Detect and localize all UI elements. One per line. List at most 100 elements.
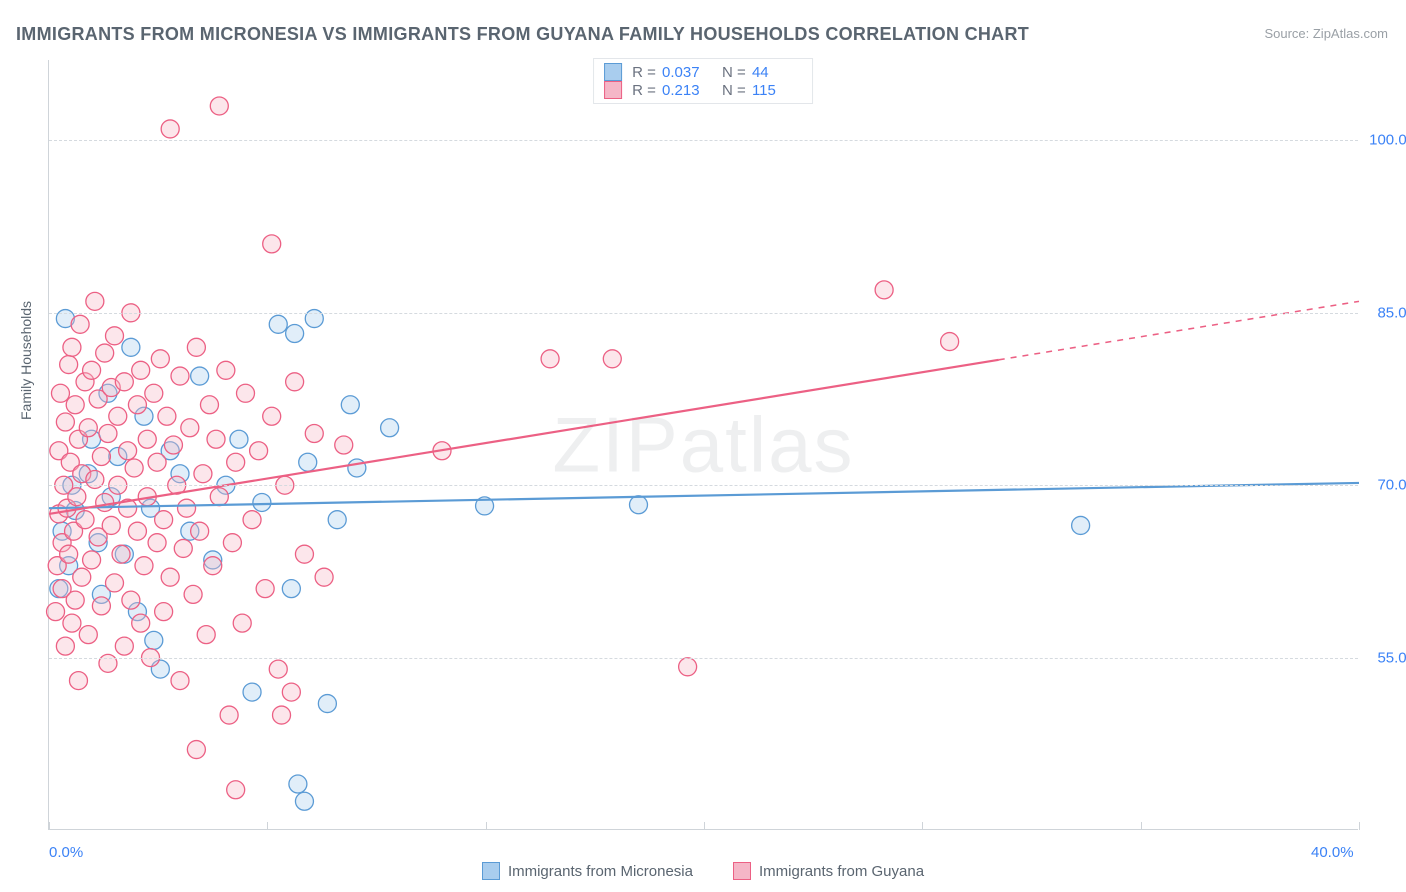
scatter-point xyxy=(630,496,648,514)
scatter-point xyxy=(269,315,287,333)
scatter-point xyxy=(96,344,114,362)
chart-title: IMMIGRANTS FROM MICRONESIA VS IMMIGRANTS… xyxy=(16,24,1029,45)
scatter-point xyxy=(161,120,179,138)
gridline xyxy=(49,313,1358,314)
scatter-point xyxy=(47,603,65,621)
scatter-point xyxy=(174,539,192,557)
scatter-point xyxy=(1072,516,1090,534)
scatter-point xyxy=(138,430,156,448)
gridline xyxy=(49,140,1358,141)
scatter-point xyxy=(263,407,281,425)
legend-swatch-icon xyxy=(482,862,500,880)
scatter-point xyxy=(263,235,281,253)
scatter-point xyxy=(96,493,114,511)
scatter-point xyxy=(223,534,241,552)
scatter-point xyxy=(122,591,140,609)
scatter-point xyxy=(200,396,218,414)
scatter-point xyxy=(66,396,84,414)
scatter-point xyxy=(269,660,287,678)
scatter-point xyxy=(295,792,313,810)
scatter-point xyxy=(69,672,87,690)
scatter-point xyxy=(148,453,166,471)
scatter-point xyxy=(210,97,228,115)
scatter-point xyxy=(191,367,209,385)
scatter-point xyxy=(243,683,261,701)
scatter-point xyxy=(191,522,209,540)
scatter-point xyxy=(187,741,205,759)
scatter-point xyxy=(227,781,245,799)
scatter-point xyxy=(250,442,268,460)
y-tick-label: 85.0% xyxy=(1377,304,1406,321)
scatter-point xyxy=(335,436,353,454)
scatter-point xyxy=(132,614,150,632)
scatter-point xyxy=(115,373,133,391)
scatter-point xyxy=(73,568,91,586)
legend-label: Immigrants from Guyana xyxy=(759,863,924,880)
scatter-point xyxy=(92,597,110,615)
legend-swatch-icon xyxy=(733,862,751,880)
scatter-point xyxy=(122,338,140,356)
scatter-point xyxy=(286,325,304,343)
scatter-point xyxy=(161,568,179,586)
scatter-point xyxy=(128,522,146,540)
x-tick xyxy=(1141,822,1142,830)
scatter-point xyxy=(341,396,359,414)
scatter-point xyxy=(171,367,189,385)
legend-swatch-micronesia xyxy=(604,63,622,81)
scatter-point xyxy=(79,626,97,644)
y-axis-title: Family Households xyxy=(18,301,34,420)
scatter-point xyxy=(106,327,124,345)
scatter-point xyxy=(148,534,166,552)
x-tick xyxy=(267,822,268,830)
scatter-point xyxy=(151,350,169,368)
scatter-point xyxy=(83,361,101,379)
scatter-point xyxy=(109,407,127,425)
scatter-point xyxy=(289,775,307,793)
scatter-point xyxy=(256,580,274,598)
scatter-point xyxy=(171,672,189,690)
scatter-point xyxy=(603,350,621,368)
scatter-point xyxy=(60,545,78,563)
scatter-point xyxy=(66,591,84,609)
scatter-point xyxy=(318,695,336,713)
scatter-point xyxy=(210,488,228,506)
r-value: 0.213 xyxy=(662,82,712,99)
scatter-point xyxy=(60,356,78,374)
gridline xyxy=(49,658,1358,659)
scatter-point xyxy=(237,384,255,402)
scatter-point xyxy=(541,350,559,368)
scatter-point xyxy=(181,419,199,437)
scatter-point xyxy=(112,545,130,563)
correlation-legend: R = 0.037 N = 44 R = 0.213 N = 115 xyxy=(593,58,813,104)
scatter-point xyxy=(295,545,313,563)
scatter-point xyxy=(194,465,212,483)
scatter-point xyxy=(99,425,117,443)
legend-row: R = 0.037 N = 44 xyxy=(604,63,802,81)
scatter-point xyxy=(282,580,300,598)
legend-item-micronesia: Immigrants from Micronesia xyxy=(482,862,693,880)
scatter-point xyxy=(125,459,143,477)
y-tick-label: 100.0% xyxy=(1369,132,1406,149)
scatter-point xyxy=(282,683,300,701)
scatter-point xyxy=(253,493,271,511)
scatter-point xyxy=(220,706,238,724)
scatter-point xyxy=(51,384,69,402)
scatter-point xyxy=(63,614,81,632)
scatter-point xyxy=(71,315,89,333)
scatter-point xyxy=(217,361,235,379)
scatter-point xyxy=(286,373,304,391)
scatter-point xyxy=(273,706,291,724)
series-legend: Immigrants from Micronesia Immigrants fr… xyxy=(0,862,1406,880)
scatter-point xyxy=(381,419,399,437)
scatter-point xyxy=(679,658,697,676)
scatter-point xyxy=(233,614,251,632)
scatter-point xyxy=(132,361,150,379)
scatter-point xyxy=(102,516,120,534)
y-tick-label: 55.0% xyxy=(1377,649,1406,666)
x-tick xyxy=(486,822,487,830)
x-tick-label: 40.0% xyxy=(1311,844,1354,861)
n-value: 115 xyxy=(752,82,802,99)
legend-label: Immigrants from Micronesia xyxy=(508,863,693,880)
n-value: 44 xyxy=(752,64,802,81)
y-tick-label: 70.0% xyxy=(1377,477,1406,494)
